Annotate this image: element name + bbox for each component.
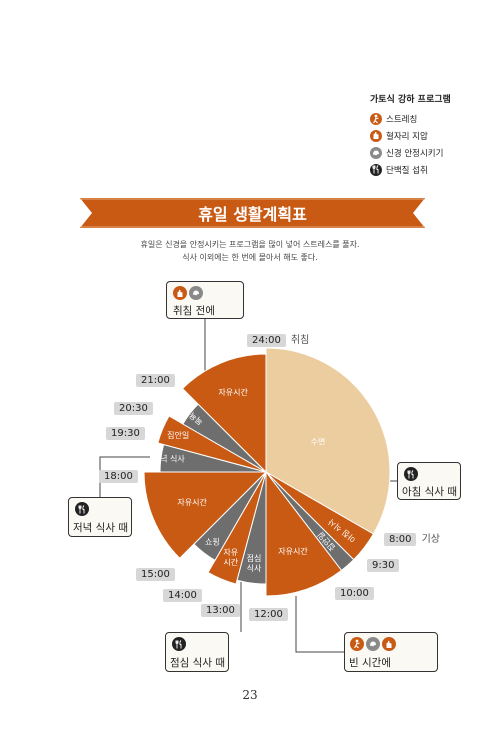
- time-label-2100: 21:00: [136, 368, 175, 387]
- protein-icon: [172, 637, 186, 651]
- time-label-1500: 15:00: [136, 562, 175, 581]
- legend-label-acupressure: 혈자리 지압: [386, 131, 428, 142]
- callout-text: 취침 전에: [173, 305, 215, 317]
- legend-item-stretching: 스트레칭: [370, 111, 498, 126]
- callout-lunch: 점심 식사 때: [165, 632, 229, 672]
- legend-label-protein: 단백질 섭취: [386, 165, 428, 176]
- pie-slice-label: 자유시간: [278, 546, 308, 556]
- callout-text: 빈 시간에: [349, 657, 391, 669]
- pie-slice: [157, 415, 267, 473]
- callout-leader-line: [295, 596, 344, 653]
- time-badge: 12:00: [249, 608, 288, 621]
- time-badge: 9:30: [367, 559, 400, 572]
- callout-icons: [404, 467, 418, 481]
- time-label-1200: 12:00: [249, 602, 288, 621]
- time-badge: 21:00: [136, 374, 175, 387]
- callout-before-sleep: 취침 전에: [166, 281, 244, 319]
- callout-dinner: 저녁 식사 때: [68, 497, 132, 537]
- time-badge: 8:00: [384, 533, 417, 546]
- callout-text: 점심 식사 때: [170, 657, 225, 669]
- pie-slice-label: 수면: [311, 437, 326, 447]
- time-label-0930: 9:30: [367, 553, 400, 572]
- page-title: 휴일 생활계획표: [198, 205, 307, 224]
- pie-slice-label: 쇼핑: [205, 536, 220, 546]
- callout-text: 아침 식사 때: [402, 486, 457, 498]
- time-badge: 13:00: [201, 604, 240, 617]
- time-suffix: 취침: [290, 335, 310, 346]
- pie-slice: [143, 471, 268, 559]
- callout-text: 저녁 식사 때: [73, 522, 128, 534]
- legend-item-acupressure: 혈자리 지압: [370, 128, 498, 143]
- time-badge: 24:00: [247, 334, 286, 347]
- protein-icon: [75, 502, 89, 516]
- time-label-0800: 8:00 기상: [384, 527, 440, 546]
- time-label-1000: 10:00: [335, 581, 374, 600]
- pie-slice-label: 점심 식사: [247, 553, 262, 573]
- time-label-2400: 24:00 취침: [247, 328, 309, 347]
- time-suffix: 기상: [421, 534, 440, 545]
- time-label-2030: 20:30: [114, 396, 153, 415]
- time-label-1930: 19:30: [106, 421, 145, 440]
- acupressure-icon: [382, 637, 396, 651]
- pie-slice: [265, 470, 343, 597]
- stretching-icon: [350, 637, 364, 651]
- banner-ribbon: [80, 198, 425, 228]
- time-badge: 10:00: [335, 587, 374, 600]
- legend-title: 가토식 강하 프로그램: [370, 95, 451, 105]
- nerve-calm-icon: [189, 286, 203, 300]
- legend-label-stretching: 스트레칭: [386, 114, 418, 125]
- callout-icons: [172, 637, 186, 651]
- title-banner: 휴일 생활계획표: [80, 198, 425, 228]
- time-label-1300: 13:00: [201, 598, 240, 617]
- protein-icon: [370, 163, 382, 176]
- pie-slice-label: 집안일: [167, 430, 189, 440]
- pie-slice: [265, 347, 391, 535]
- nerve-calm-icon: [370, 146, 382, 159]
- callout-leader-line: [99, 456, 150, 497]
- time-label-1800: 18:00: [99, 464, 138, 483]
- time-label-1400: 14:00: [163, 583, 202, 602]
- time-badge: 18:00: [99, 470, 138, 483]
- callout-icons: [75, 502, 89, 516]
- callout-breakfast: 아침 식사 때: [397, 462, 461, 500]
- pie-slice-label: 자유시간: [218, 387, 248, 397]
- protein-icon: [404, 467, 418, 481]
- pie-slice: [181, 353, 267, 474]
- pie-slice-label: 자유시간: [177, 497, 207, 507]
- pie-slice-label: 저녁 식사: [153, 455, 186, 464]
- callout-icons: [173, 286, 203, 300]
- pie-slice: [207, 471, 267, 585]
- page-number: 23: [242, 688, 258, 702]
- time-badge: 15:00: [136, 568, 175, 581]
- nerve-calm-icon: [366, 637, 380, 651]
- time-badge: 19:30: [106, 427, 145, 440]
- time-badge: 14:00: [163, 589, 202, 602]
- callout-free-time: 빈 시간에: [344, 632, 438, 672]
- subtitle-line-2: 식사 이외에는 한 번에 몰아서 해도 좋다.: [182, 253, 318, 262]
- time-badge: 20:30: [114, 402, 153, 415]
- acupressure-icon: [173, 286, 187, 300]
- acupressure-icon: [370, 129, 382, 142]
- legend: 가토식 강하 프로그램 스트레칭 혈자리 지압 신경 안정시키기 단백질 섭취: [370, 92, 498, 179]
- legend-item-nerve-calm: 신경 안정시키기: [370, 145, 498, 160]
- callout-icons: [350, 637, 396, 651]
- legend-item-protein: 단백질 섭취: [370, 162, 498, 177]
- stretching-icon: [370, 112, 382, 125]
- legend-label-nerve-calm: 신경 안정시키기: [386, 148, 444, 159]
- subtitle-line-1: 휴일은 신경을 안정시키는 프로그램을 많이 넣어 스트레스를 풀자.: [140, 240, 360, 249]
